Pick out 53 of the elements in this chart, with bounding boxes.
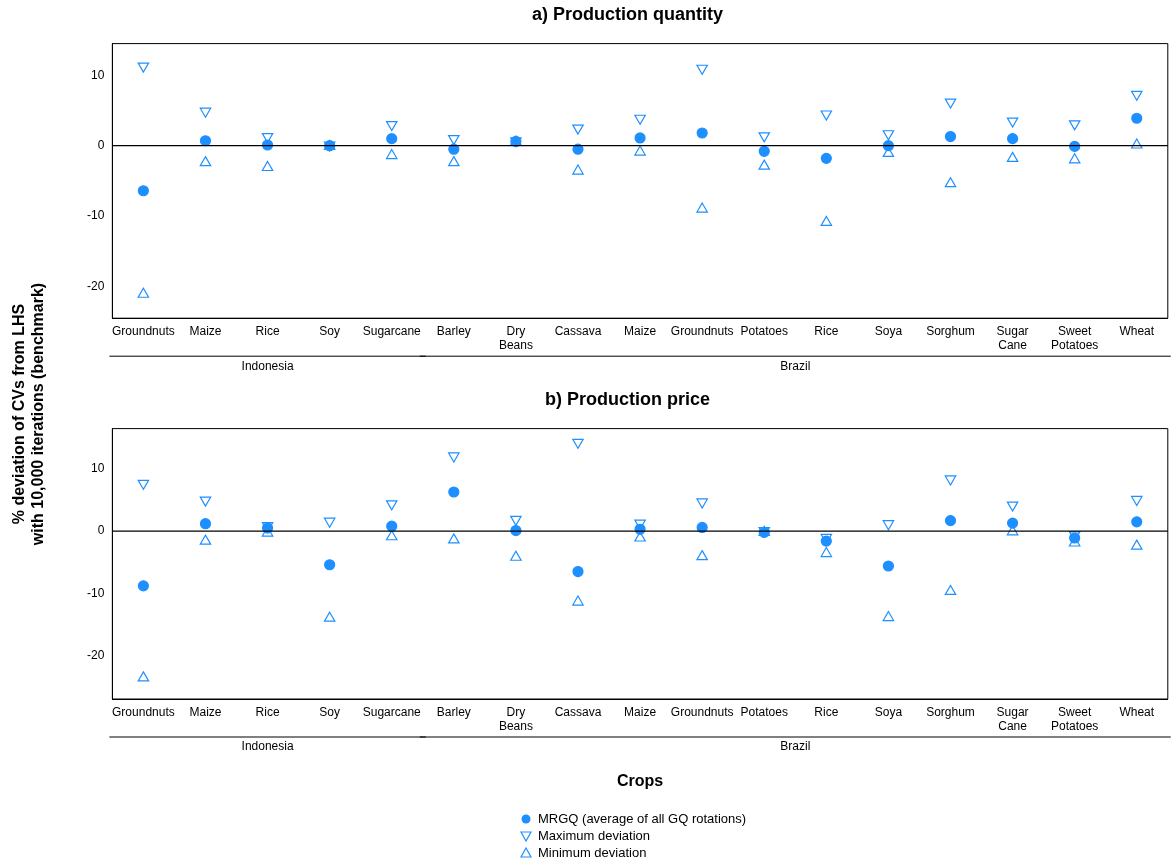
x-tick-label: Sorghum [926, 323, 975, 338]
x-tick-label: Sweet Potatoes [1050, 704, 1099, 733]
y-tick-label: 10 [90, 67, 105, 82]
y-tick-label: 10 [90, 461, 105, 476]
x-tick-label: Sugarcane [362, 323, 422, 338]
x-tick-label: Wheat [1119, 323, 1155, 338]
x-tick-label: Cassava [554, 704, 602, 719]
x-tick-label: Groundnuts [112, 704, 175, 719]
y-tick-label: -10 [87, 585, 105, 600]
x-tick-label: Sugar Cane [996, 323, 1029, 353]
x-tick-label: Sorghum [926, 704, 975, 719]
x-tick-label: Barley [436, 704, 471, 719]
x-tick-label: Rice [255, 323, 280, 338]
x-tick-label: Soy [319, 704, 340, 719]
x-tick-label: Potatoes [740, 704, 788, 719]
text: Brazil [780, 358, 811, 373]
x-tick-label: Sweet Potatoes [1050, 323, 1099, 353]
x-tick-label: Rice [814, 323, 839, 338]
x-tick-label: Rice [255, 704, 280, 719]
x-tick-label: Groundnuts [112, 323, 175, 338]
x-tick-label: Maize [624, 704, 657, 719]
y-tick-label: -20 [87, 647, 105, 662]
text: Brazil [780, 739, 811, 754]
y-tick-label: 0 [97, 138, 105, 153]
x-tick-label: Soy [319, 323, 340, 338]
chart-title: a) Production quantity [532, 3, 723, 24]
x-tick-label: Sugarcane [362, 704, 422, 719]
y-axis-title: % deviation of CVs from LHS with 10,000 iterations (benchmark) [9, 281, 47, 548]
chart-title: b) Production price [544, 388, 711, 409]
x-tick-label: Wheat [1119, 704, 1155, 719]
x-tick-label: Barley [436, 323, 471, 338]
x-tick-label: Potatoes [740, 323, 788, 338]
x-tick-label: Soya [874, 323, 903, 338]
legend-label: Maximum deviation [538, 828, 650, 843]
x-tick-label: Maize [189, 323, 222, 338]
x-tick-label: Dry Beans [498, 704, 533, 733]
x-tick-label: Groundnuts [670, 323, 734, 338]
text: Indonesia [241, 358, 294, 373]
text: Indonesia [241, 739, 294, 754]
y-tick-label: -10 [87, 208, 105, 223]
y-tick-label: -20 [87, 278, 105, 293]
x-tick-label: Maize [189, 704, 222, 719]
legend-label: Minimum deviation [538, 845, 647, 860]
x-tick-label: Dry Beans [498, 323, 533, 353]
x-tick-label: Groundnuts [670, 704, 734, 719]
x-tick-label: Maize [624, 323, 657, 338]
x-tick-label: Cassava [554, 323, 602, 338]
x-axis-title: Crops [616, 771, 664, 789]
x-tick-label: Sugar Cane [996, 704, 1029, 733]
legend-label: MRGQ (average of all GQ rotations) [538, 811, 747, 826]
y-tick-label: 0 [97, 523, 105, 538]
x-tick-label: Rice [814, 704, 839, 719]
x-tick-label: Soya [874, 704, 903, 719]
